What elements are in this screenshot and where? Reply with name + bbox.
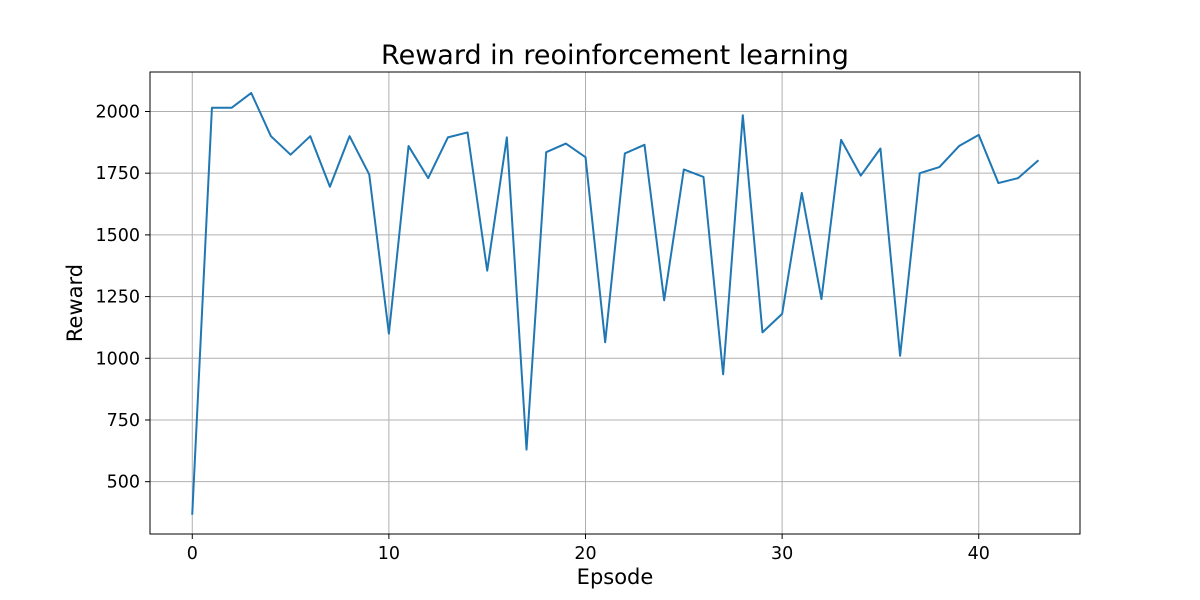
reward-series-line <box>191 91 1040 515</box>
x-tick-label: 40 <box>968 544 990 564</box>
plot-frame <box>149 71 1081 535</box>
y-tick-label: 1000 <box>95 349 140 369</box>
x-tick-label: 0 <box>187 544 198 564</box>
x-tick-label: 10 <box>378 544 400 564</box>
chart-title: Reward in reoinforcement learning <box>381 40 849 71</box>
y-axis-label: Reward <box>63 264 87 342</box>
series-layer <box>191 91 1040 515</box>
y-tick-label: 2000 <box>95 102 140 122</box>
axis-ticks: 0 10 20 30 40 500 750 1000 1250 1500 1750 2000 <box>95 102 989 564</box>
y-tick-label: 1500 <box>95 226 140 246</box>
y-tick-label: 500 <box>107 473 140 493</box>
grid <box>150 72 1080 534</box>
y-tick-label: 1250 <box>95 288 140 308</box>
y-tick-label: 750 <box>107 411 140 431</box>
x-axis-label: Epsode <box>577 565 654 589</box>
y-tick-label: 1750 <box>95 164 140 184</box>
x-tick-label: 30 <box>771 544 793 564</box>
x-tick-label: 20 <box>574 544 596 564</box>
